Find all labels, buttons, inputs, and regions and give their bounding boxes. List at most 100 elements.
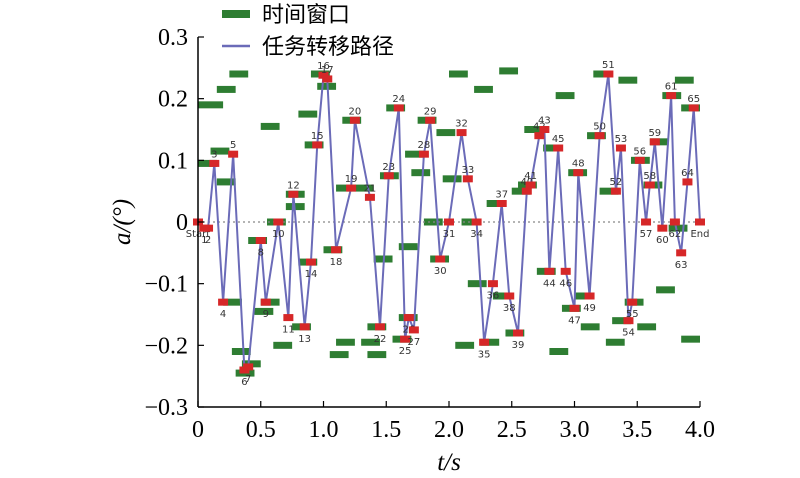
time-window-bar (580, 323, 600, 331)
path-point-label: 51 (602, 60, 615, 71)
path-point-label: 27 (407, 337, 420, 348)
path-point-label: 61 (665, 82, 678, 93)
path-point-marker (666, 92, 677, 100)
path-point-marker (403, 314, 414, 322)
path-point-marker (312, 141, 323, 149)
time-window-bar (354, 184, 374, 192)
y-axis-label: a/(°) (109, 199, 136, 245)
path-point-label: 46 (559, 278, 572, 289)
path-point-marker (539, 126, 550, 133)
path-point-marker (243, 363, 254, 371)
legend-path-label: 任务转移路径 (262, 35, 394, 60)
path-point-marker (322, 75, 333, 83)
x-tick-label: 2.0 (434, 417, 464, 443)
time-window-bar (449, 70, 468, 78)
path-point-label: 22 (374, 334, 387, 345)
x-axis-label: t/s (437, 449, 461, 476)
path-point-label: 21 (364, 183, 377, 194)
path-point-label: 28 (418, 140, 431, 151)
time-window-bar (668, 224, 688, 232)
path-point-marker (305, 258, 316, 266)
path-point-marker (471, 218, 482, 226)
legend-window-swatch (222, 10, 250, 18)
time-window-bar (618, 76, 638, 84)
path-point-marker (573, 169, 584, 177)
y-tick-label: 0.3 (158, 25, 188, 51)
path-point-label: 1 (201, 235, 207, 246)
y-tick-label: 0.1 (158, 148, 188, 174)
path-point-marker (349, 116, 360, 124)
path-point-marker (569, 304, 580, 312)
time-window-bar (361, 338, 380, 346)
path-point-label: 6 (241, 377, 247, 388)
time-window-bar (198, 159, 217, 167)
path-point-marker (203, 224, 214, 232)
path-point-label: 29 (424, 106, 437, 117)
path-point-label: 65 (687, 94, 700, 105)
path-point-label: 8 (258, 248, 264, 259)
path-point-label: 34 (470, 229, 483, 240)
path-point-label: 52 (610, 177, 623, 188)
path-point-label: 32 (455, 119, 468, 130)
path-point-marker (456, 129, 467, 137)
path-point-marker (209, 159, 220, 167)
path-point-marker (649, 138, 660, 146)
time-window-bar (260, 122, 280, 130)
time-window-bar (298, 110, 318, 118)
time-window-bar (329, 351, 349, 359)
path-point-marker (584, 292, 595, 300)
path-point-label: 24 (392, 94, 405, 105)
path-point-marker (425, 116, 436, 124)
path-point-marker (273, 218, 284, 226)
path-point-label: 62 (669, 229, 682, 240)
path-point-label: 42 (533, 122, 546, 133)
time-window-bar (198, 101, 224, 109)
path-point-label: 18 (330, 257, 343, 268)
time-window-bar (543, 144, 562, 152)
tick-labels: 0 0.5 1.0 1.5 2.0 2.5 3.0 3.5 4.0 0.3 0.2 0.1 0 −0.1 −… (144, 25, 715, 443)
path-point-label: 31 (443, 229, 456, 240)
path-point-label: 33 (461, 165, 474, 176)
path-point-label: 25 (399, 346, 412, 357)
path-point-label: 58 (643, 171, 656, 182)
path-point-label: 47 (568, 315, 581, 326)
time-window-bar (480, 338, 500, 346)
x-tick-label: 1.5 (371, 417, 401, 443)
path-point-label: 54 (622, 328, 635, 339)
path-point-label: 20 (349, 106, 362, 117)
path-point-label: 15 (311, 131, 324, 142)
y-tick-label: −0.1 (144, 272, 188, 298)
time-window-bar (637, 323, 657, 331)
path-point-marker (676, 249, 687, 257)
time-window-bar (436, 129, 456, 137)
time-window-bar (511, 187, 531, 195)
axes (197, 36, 701, 408)
path-point-label: 11 (282, 325, 295, 336)
path-point-label: 44 (543, 278, 556, 289)
path-point-marker (255, 237, 266, 244)
path-point-marker (260, 298, 271, 306)
path-point-label: 39 (512, 340, 525, 351)
path-point-marker (218, 298, 229, 306)
x-tick-label: 2.5 (497, 417, 527, 443)
path-point-marker (288, 190, 299, 198)
time-window-bar (411, 169, 431, 177)
path-point-marker (623, 317, 634, 325)
time-window-bar (273, 341, 293, 349)
path-point-label: 19 (345, 174, 358, 185)
path-point-marker (634, 156, 645, 164)
legend: 时间窗口 任务转移路径 (222, 3, 394, 60)
path-point-marker (544, 267, 555, 275)
path-point-marker (644, 181, 655, 189)
path-point-marker (682, 178, 693, 186)
x-tick-label: 0 (192, 417, 204, 443)
path-point-marker (462, 175, 473, 183)
path-point-label: 49 (583, 303, 596, 314)
path-point-label: 64 (681, 168, 694, 179)
path-point-marker (496, 200, 507, 207)
path-point-marker (346, 184, 357, 192)
time-window-bar (599, 187, 619, 195)
path-point-marker (364, 193, 375, 201)
path-point-label: 10 (272, 229, 285, 240)
